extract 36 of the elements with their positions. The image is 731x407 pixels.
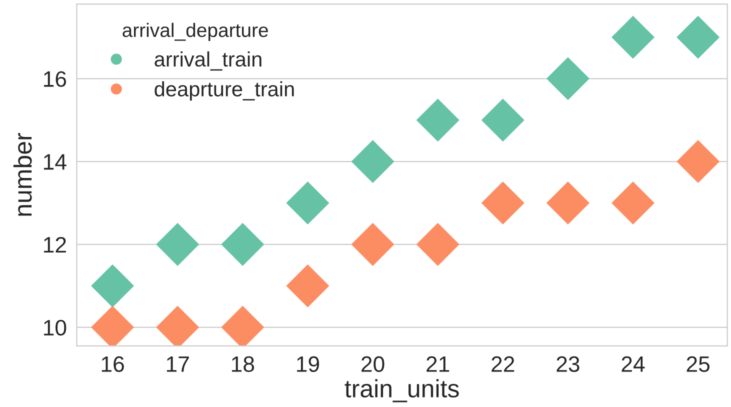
point <box>416 98 460 142</box>
point <box>481 98 524 142</box>
point <box>221 222 264 266</box>
x-tick-label: 17 <box>166 356 189 372</box>
x-axis-title: train_units <box>344 379 459 402</box>
point <box>611 16 655 59</box>
point <box>156 222 200 266</box>
point <box>676 140 720 184</box>
x-tick-label: 21 <box>426 356 450 372</box>
x-tick-label: 19 <box>297 356 320 372</box>
point <box>286 181 330 224</box>
x-tick-label: 24 <box>622 356 645 372</box>
point <box>546 57 590 100</box>
legend-title: arrival_departure <box>122 22 268 41</box>
point <box>286 264 330 308</box>
point <box>676 16 720 59</box>
legend-label: deaprture_train <box>154 81 294 101</box>
y-tick-label: 10 <box>44 320 66 336</box>
point <box>351 222 394 266</box>
y-tick-label: 16 <box>44 71 66 87</box>
point <box>91 264 134 308</box>
y-tick-label: 14 <box>44 154 66 170</box>
legend-label: arrival_train <box>154 51 262 71</box>
x-tick-label: 22 <box>492 356 514 372</box>
point <box>351 140 394 184</box>
point <box>546 181 590 224</box>
x-tick-label: 20 <box>362 356 384 372</box>
x-tick-label: 25 <box>686 356 710 372</box>
point <box>416 222 460 266</box>
y-tick-label: 12 <box>44 236 66 252</box>
point <box>611 181 655 224</box>
x-tick-label: 18 <box>232 356 254 372</box>
x-tick-label: 23 <box>556 356 580 372</box>
point <box>481 181 524 224</box>
y-axis-title: number <box>13 133 32 216</box>
x-tick-label: 16 <box>102 356 124 372</box>
